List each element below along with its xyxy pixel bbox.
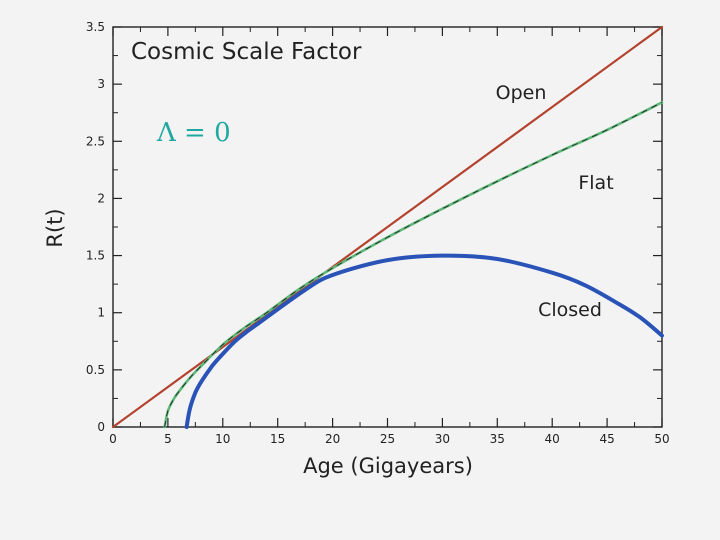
flat-curve-dash: [164, 102, 663, 428]
open-curve-label: Open: [496, 82, 547, 104]
x-tick-label: 15: [270, 432, 285, 446]
x-tick-label: 25: [380, 432, 395, 446]
closed-curve: [184, 253, 664, 429]
y-tick-label: 2: [97, 191, 105, 205]
x-tick-label: 30: [435, 432, 450, 446]
x-tick-label: 40: [545, 432, 560, 446]
y-tick-label: 2.5: [86, 134, 105, 148]
x-tick-label: 35: [490, 432, 505, 446]
x-tick-label: 20: [325, 432, 340, 446]
open-curve: [111, 25, 664, 429]
closed-curve-label: Closed: [538, 299, 602, 321]
x-tick-label: 5: [164, 432, 172, 446]
series-layer: [111, 25, 664, 429]
x-tick-label: 10: [215, 432, 230, 446]
x-axis-title: Age (Gigayears): [303, 454, 473, 478]
x-tick-label: 0: [109, 432, 117, 446]
y-axis-title: R(t): [43, 208, 67, 247]
chart-title: Cosmic Scale Factor: [131, 39, 362, 65]
flat-curve-label: Flat: [578, 172, 613, 194]
x-tick-label: 45: [599, 432, 614, 446]
lambda-annotation: Λ = 0: [156, 118, 231, 148]
axis-ticks: 0 5 10 15 20 25 30 35 40 45 50 0 0.5 1 1.5 2 2.5 3 3.5: [86, 20, 670, 446]
y-tick-label: 0: [97, 420, 105, 434]
y-tick-label: 0.5: [86, 363, 105, 377]
y-tick-label: 3.5: [86, 20, 105, 34]
y-tick-label: 3: [97, 77, 105, 91]
y-tick-label: 1.5: [86, 249, 105, 263]
x-tick-label: 50: [654, 432, 669, 446]
y-tick-label: 1: [97, 306, 105, 320]
